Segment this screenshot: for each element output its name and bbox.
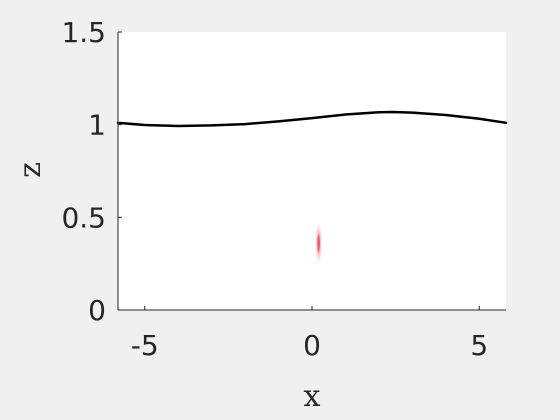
series-line-0 bbox=[116, 110, 508, 128]
x-tick-label: 0 bbox=[303, 329, 321, 362]
y-axis-label: z bbox=[13, 162, 48, 178]
x-tick-label: -5 bbox=[131, 329, 159, 362]
density-blob-layer bbox=[314, 219, 323, 268]
x-axis-label: x bbox=[304, 379, 321, 414]
y-tick-label: 0 bbox=[88, 294, 106, 327]
series-layer bbox=[116, 110, 508, 128]
x-tick-label: 5 bbox=[470, 329, 488, 362]
y-tick-label: 1.5 bbox=[61, 16, 106, 49]
y-tick-labels: 0 0.5 1 1.5 bbox=[61, 16, 106, 327]
y-tick-label: 0.5 bbox=[61, 201, 106, 234]
plot-area bbox=[118, 32, 506, 310]
y-tick-label: 1 bbox=[88, 109, 106, 142]
axes bbox=[117, 31, 506, 311]
x-tick-labels: -5 0 5 bbox=[131, 329, 488, 362]
density-blob-core bbox=[317, 234, 320, 253]
